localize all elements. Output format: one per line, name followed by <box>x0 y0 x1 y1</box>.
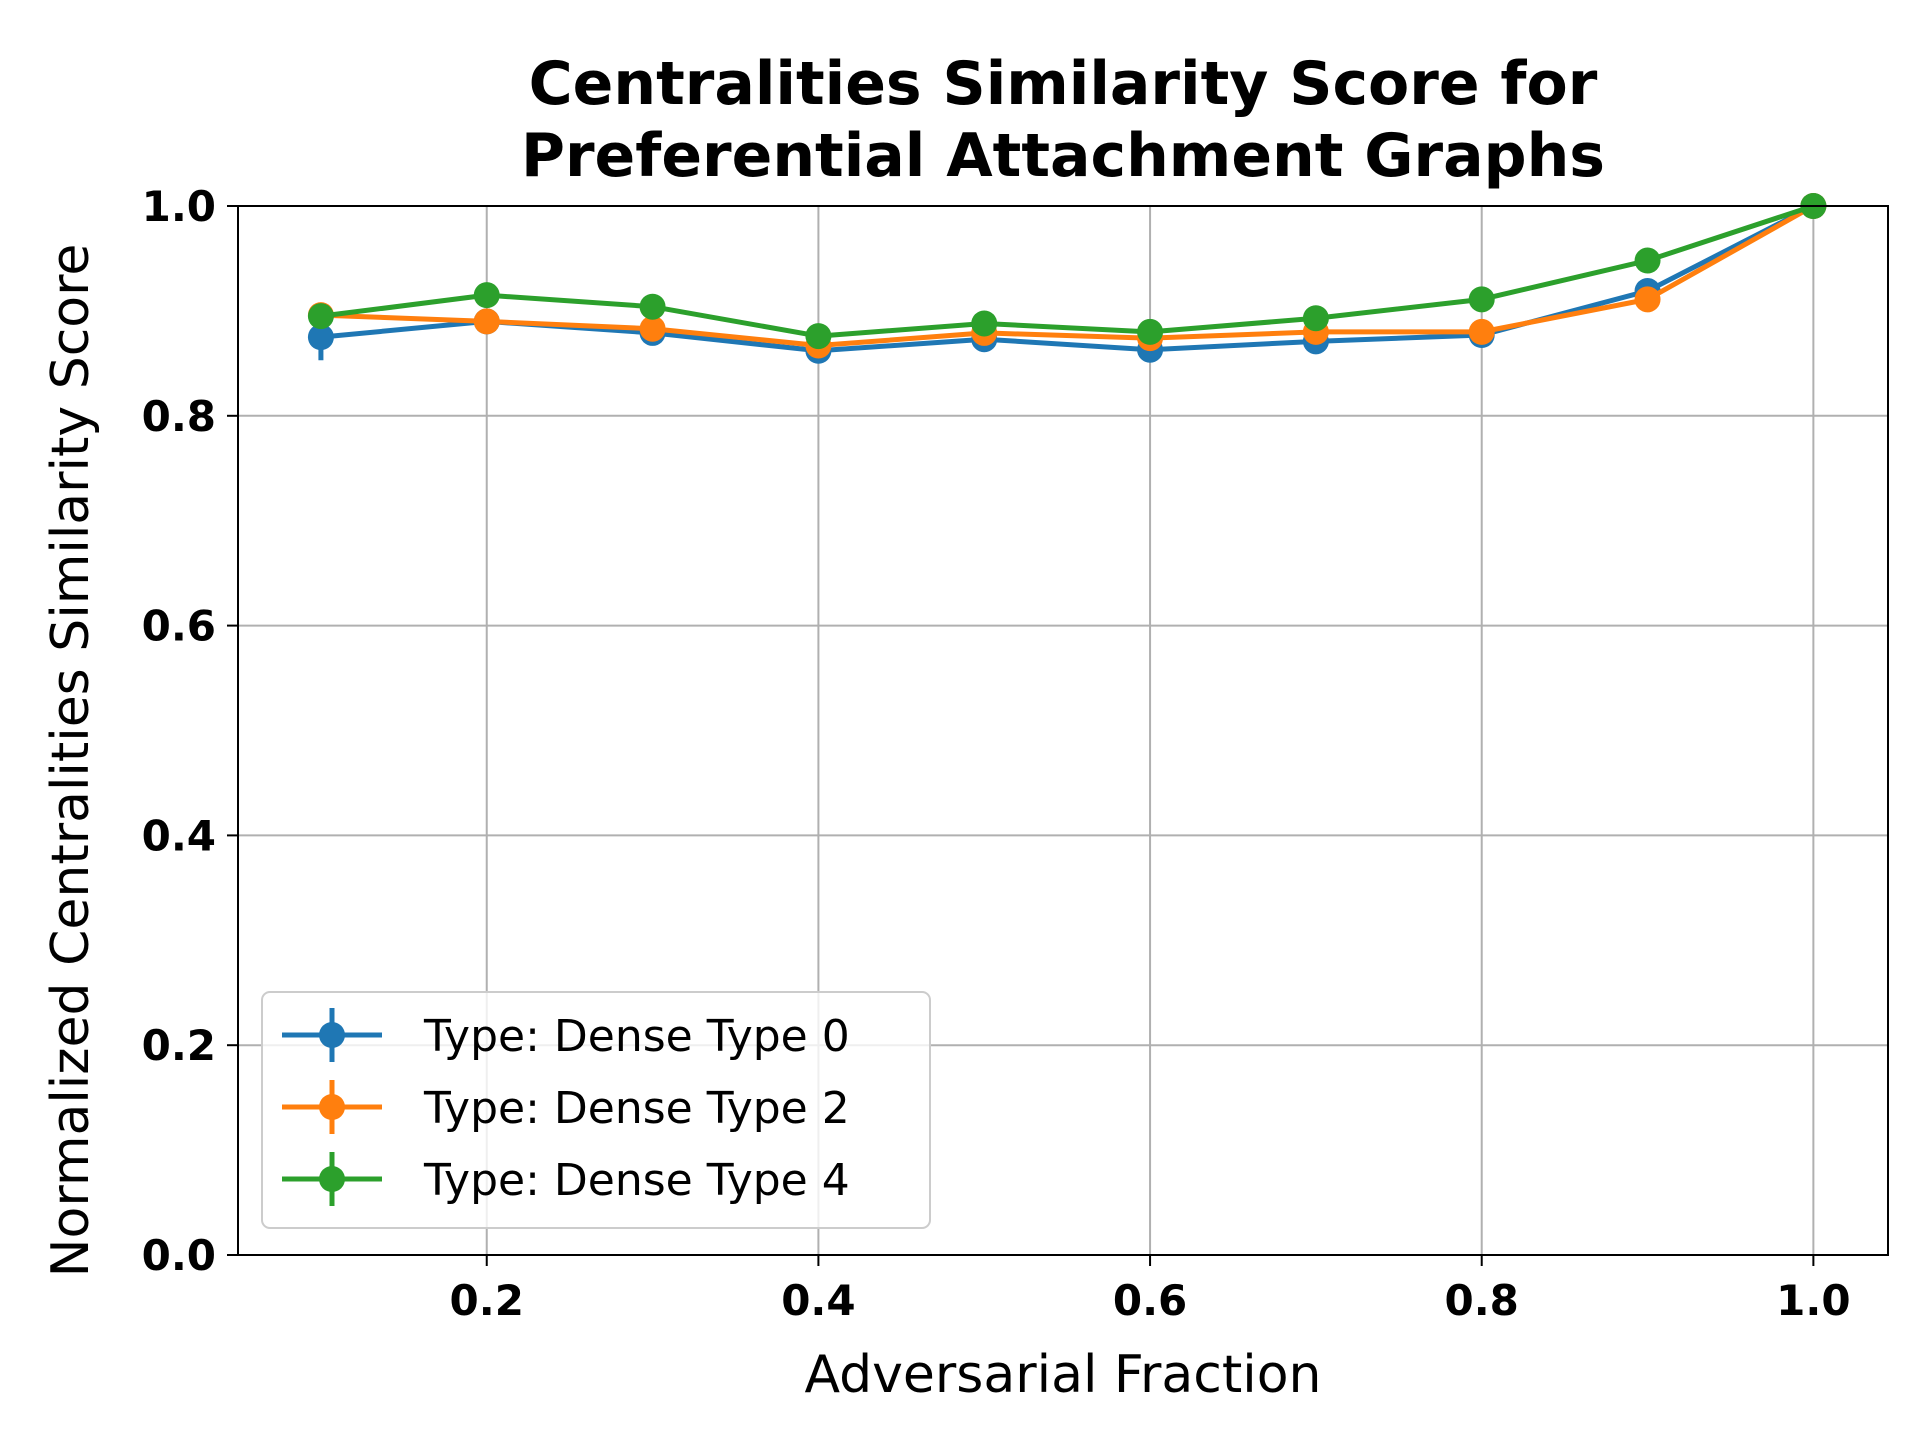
y-tick-label: 0.6 <box>142 602 216 651</box>
legend-marker <box>319 1022 345 1048</box>
legend-item: Type: Dense Type 2 <box>282 1080 850 1134</box>
y-axis-ticks: 0.0 0.2 0.4 0.6 0.8 1.0 <box>142 182 238 1280</box>
data-point <box>639 293 666 320</box>
data-point <box>473 308 500 335</box>
data-point <box>1634 286 1661 313</box>
data-point <box>971 310 998 337</box>
y-tick-label: 0.4 <box>142 811 216 860</box>
series-line <box>320 203 1815 349</box>
legend-label: Type: Dense Type 4 <box>423 1155 850 1206</box>
y-tick-label: 1.0 <box>142 182 216 231</box>
y-tick-label: 0.8 <box>142 392 216 441</box>
y-tick-label: 0.2 <box>142 1021 216 1070</box>
legend-marker <box>319 1166 345 1192</box>
data-point <box>307 303 334 330</box>
legend-item: Type: Dense Type 4 <box>282 1152 850 1206</box>
x-tick-label: 0.2 <box>450 1276 524 1325</box>
data-point <box>1302 305 1329 332</box>
chart-title: Centralities Similarity Score forPrefere… <box>521 49 1605 191</box>
legend-marker <box>319 1094 345 1120</box>
legend-label: Type: Dense Type 0 <box>423 1011 850 1062</box>
y-tick-label: 0.0 <box>142 1231 216 1280</box>
legend-box <box>261 991 931 1229</box>
data-point <box>1468 318 1495 345</box>
series-area <box>307 193 1827 364</box>
series-1 <box>307 193 1827 359</box>
y-axis-label: Normalized Centralities Similarity Score <box>41 244 101 1278</box>
legend: Type: Dense Type 0 Type: Dense Type 2 Type… <box>261 991 931 1229</box>
x-axis-label: Adversarial Fraction <box>804 1345 1321 1405</box>
data-point <box>639 315 666 342</box>
legend-item: Type: Dense Type 0 <box>282 1008 850 1062</box>
chart-title-line-1: Centralities Similarity Score for <box>529 49 1598 119</box>
plot-frame <box>237 205 1889 1256</box>
data-point <box>805 323 832 350</box>
data-point <box>307 324 334 351</box>
x-tick-label: 1.0 <box>1776 1276 1850 1325</box>
series-2 <box>307 193 1827 350</box>
data-point <box>1137 318 1164 345</box>
data-point <box>1468 286 1495 313</box>
x-axis-ticks: 0.2 0.4 0.6 0.8 1.0 <box>450 1255 1851 1325</box>
data-point <box>1634 247 1661 274</box>
x-tick-label: 0.6 <box>1113 1276 1187 1325</box>
legend-label: Type: Dense Type 2 <box>423 1083 850 1134</box>
series-0 <box>307 193 1827 364</box>
x-tick-label: 0.4 <box>781 1276 855 1325</box>
data-point <box>473 282 500 309</box>
series-line <box>320 203 1815 339</box>
x-tick-label: 0.8 <box>1445 1276 1519 1325</box>
chart-title-line-2: Preferential Attachment Graphs <box>521 121 1605 191</box>
